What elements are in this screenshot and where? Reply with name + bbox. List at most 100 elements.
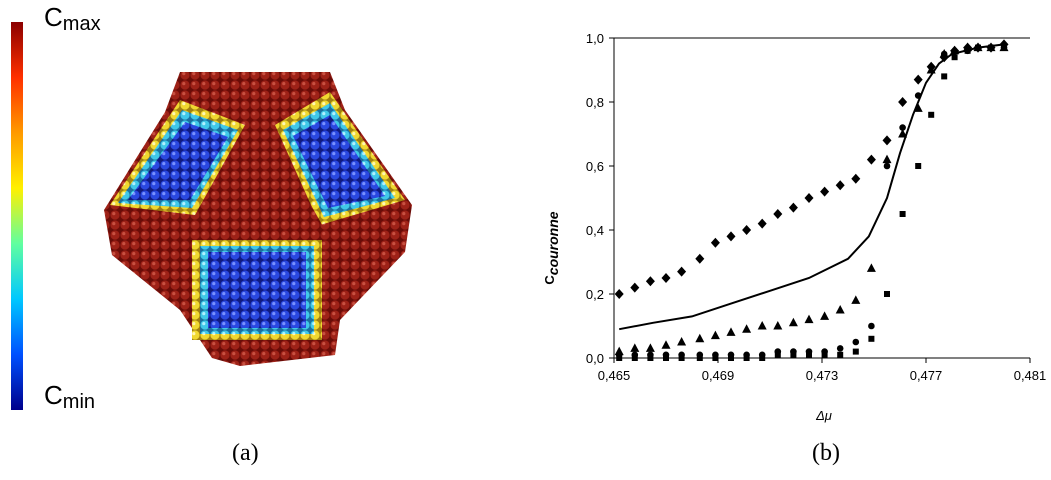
facet-left-core bbox=[128, 122, 228, 200]
square-point bbox=[696, 355, 703, 361]
square-point bbox=[712, 355, 719, 361]
diamond-point bbox=[742, 225, 752, 235]
square-point bbox=[915, 163, 922, 169]
square-point bbox=[743, 355, 750, 361]
triangle-point bbox=[742, 324, 752, 333]
panel-a-caption: (a) bbox=[232, 440, 259, 466]
diamond-point bbox=[773, 209, 783, 219]
diamond-point bbox=[820, 186, 830, 197]
diamond-point bbox=[630, 282, 640, 293]
axes: 0,465 0,469 0,473 0,477 0,481 0,0 0,2 0,4 0,6 0,8… bbox=[586, 31, 1046, 383]
diamond-point bbox=[710, 237, 720, 248]
facet-center-red bbox=[200, 118, 325, 230]
diamond-point bbox=[866, 154, 876, 165]
square-point bbox=[663, 355, 669, 361]
triangle-point bbox=[677, 337, 687, 346]
colorbar-min-label: Cmin bbox=[44, 380, 96, 413]
diamond-point bbox=[835, 180, 845, 191]
square-point bbox=[678, 355, 685, 361]
square-point bbox=[821, 351, 828, 358]
series-line bbox=[619, 43, 1005, 331]
square-point bbox=[774, 351, 781, 358]
diamond-point bbox=[661, 273, 671, 283]
triangle-point bbox=[630, 343, 640, 352]
triangle-point bbox=[757, 321, 767, 330]
cluster-body bbox=[104, 72, 412, 366]
square-point bbox=[728, 355, 734, 361]
square-point bbox=[988, 44, 994, 51]
triangle-point bbox=[866, 263, 876, 272]
square-point bbox=[928, 111, 935, 118]
diamond-point bbox=[882, 135, 892, 146]
triangle-point bbox=[804, 314, 814, 324]
y-tick-label: 0,2 bbox=[586, 287, 604, 302]
diamond-point bbox=[757, 218, 767, 229]
diamond-point bbox=[614, 289, 624, 299]
circle-point bbox=[868, 322, 875, 330]
x-tick-label: 0,469 bbox=[702, 368, 735, 383]
diamond-point bbox=[677, 266, 687, 277]
square-point bbox=[647, 355, 654, 361]
square-point bbox=[616, 355, 623, 361]
x-axis-label: Δμ bbox=[815, 408, 832, 423]
diamond-point bbox=[898, 97, 908, 107]
circle-point bbox=[852, 338, 860, 346]
diamond-point bbox=[913, 74, 923, 85]
square-point bbox=[884, 291, 890, 297]
x-tick-label: 0,477 bbox=[910, 368, 943, 383]
square-point bbox=[899, 211, 906, 217]
figure-panel-b: 0,465 0,469 0,473 0,477 0,481 0,0 0,2 0,4 0,6 0,8… bbox=[520, 0, 1051, 475]
facet-bottom-core bbox=[208, 252, 306, 328]
square-point bbox=[759, 355, 766, 361]
triangle-point bbox=[898, 129, 908, 138]
square-point bbox=[790, 351, 797, 358]
diamond-point bbox=[695, 253, 705, 264]
triangle-point bbox=[773, 321, 783, 330]
circle-point bbox=[883, 162, 891, 170]
y-axis-label: Ccouronne bbox=[542, 211, 561, 284]
square-point bbox=[951, 54, 958, 61]
colorbar bbox=[11, 22, 23, 410]
circle-point bbox=[927, 63, 935, 71]
triangle-point bbox=[695, 333, 705, 343]
facet-right-core bbox=[293, 115, 385, 208]
circle-point bbox=[899, 124, 906, 131]
y-tick-label: 0,6 bbox=[586, 159, 604, 174]
triangle-point bbox=[835, 305, 845, 314]
triangle-point bbox=[645, 343, 655, 352]
triangle-point bbox=[820, 311, 830, 320]
triangle-point bbox=[726, 327, 736, 336]
triangle-point bbox=[661, 340, 671, 349]
x-tick-label: 0,473 bbox=[806, 368, 839, 383]
diamond-point bbox=[788, 202, 798, 213]
y-tick-label: 1,0 bbox=[586, 31, 604, 46]
chart-marks bbox=[614, 39, 1009, 361]
square-point bbox=[837, 351, 844, 358]
square-point bbox=[1001, 44, 1007, 51]
square-point bbox=[631, 355, 638, 361]
cluster-illustration bbox=[11, 22, 412, 410]
triangle-point bbox=[882, 154, 892, 164]
panel-b-caption: (b) bbox=[812, 440, 840, 466]
y-tick-label: 0,0 bbox=[586, 351, 604, 366]
triangle-point bbox=[788, 317, 798, 327]
y-tick-label: 0,4 bbox=[586, 223, 604, 238]
triangle-point bbox=[710, 330, 720, 340]
diamond-point bbox=[645, 276, 655, 287]
square-point bbox=[941, 73, 948, 80]
figure-panel-a: Cmax Cmin (a) bbox=[0, 0, 470, 475]
square-point bbox=[868, 335, 875, 342]
diamond-point bbox=[851, 173, 861, 184]
square-point bbox=[806, 351, 812, 358]
square-point bbox=[852, 348, 859, 355]
x-tick-label: 0,465 bbox=[598, 368, 631, 383]
colorbar-max-label: Cmax bbox=[44, 2, 101, 35]
chart-svg: 0,465 0,469 0,473 0,477 0,481 0,0 0,2 0,4 0,6 0,8… bbox=[542, 31, 1046, 423]
triangle-point bbox=[851, 295, 861, 304]
circle-point bbox=[940, 50, 948, 58]
x-tick-label: 0,481 bbox=[1014, 368, 1047, 383]
diamond-point bbox=[726, 231, 736, 242]
diamond-point bbox=[804, 193, 814, 203]
y-tick-label: 0,8 bbox=[586, 95, 604, 110]
circle-point bbox=[836, 345, 844, 352]
